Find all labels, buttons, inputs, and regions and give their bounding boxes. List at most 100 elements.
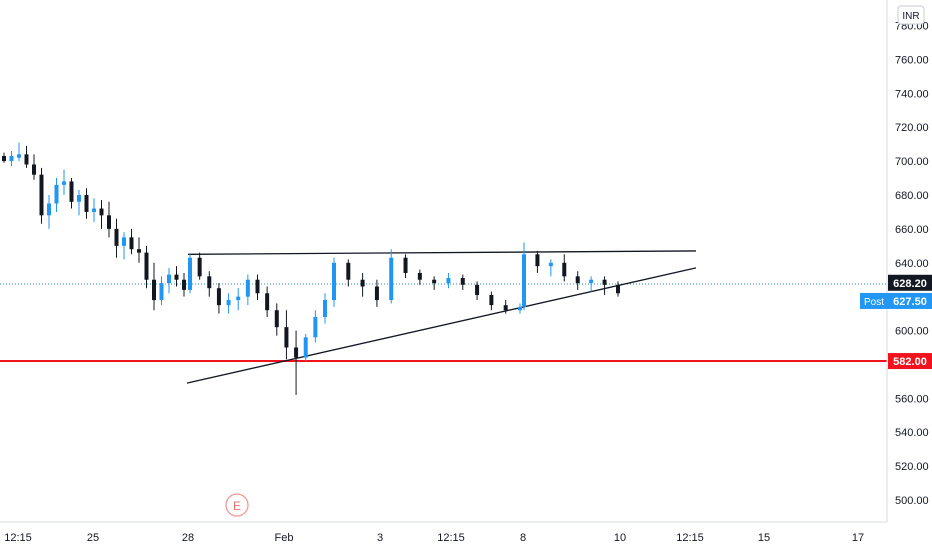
candle — [616, 281, 620, 297]
candle — [9, 150, 14, 167]
price-axis[interactable]: 500.00520.00540.00560.00580.00600.00620.… — [895, 21, 929, 507]
candle — [346, 259, 351, 287]
candle — [417, 269, 422, 285]
candle — [47, 195, 51, 229]
time-tick-label: 10 — [614, 532, 626, 544]
candle — [360, 272, 365, 297]
candle-body — [188, 257, 192, 290]
candle — [2, 152, 6, 163]
price-tick-label: 740.00 — [895, 88, 929, 100]
time-tick-label: 3 — [377, 532, 383, 544]
time-axis[interactable]: 12:15 25 28 Feb 3 12:15 8 10 12:15 15 17 — [4, 532, 864, 544]
candle-body — [562, 262, 567, 277]
price-label-support: 582.00 — [888, 353, 932, 370]
candle-body — [129, 237, 134, 250]
candle — [62, 169, 66, 195]
candle — [54, 178, 59, 212]
time-tick-label: 17 — [852, 532, 864, 544]
candle — [503, 300, 508, 314]
candle-body — [99, 208, 104, 216]
candle-body — [9, 156, 14, 162]
price-label-value: 627.50 — [893, 296, 927, 308]
candle-body — [535, 254, 540, 267]
candle — [475, 281, 480, 301]
candle — [99, 200, 104, 229]
price-tick-label: 540.00 — [895, 427, 929, 439]
candle-body — [446, 278, 451, 284]
candle — [174, 266, 179, 287]
candle — [197, 252, 202, 280]
candle-body — [255, 279, 260, 294]
price-tick-label: 600.00 — [895, 326, 929, 338]
price-tick-label: 520.00 — [895, 461, 929, 473]
candle — [589, 276, 594, 292]
candle-body — [303, 337, 308, 358]
candle-body — [374, 286, 379, 301]
price-label-value: 582.00 — [893, 356, 927, 368]
time-tick-label: 12:15 — [4, 532, 32, 544]
candle — [489, 291, 494, 311]
time-tick-label: Feb — [275, 532, 294, 544]
price-label-last: 628.20 — [888, 274, 932, 291]
candle-body — [17, 154, 21, 158]
candle — [77, 189, 81, 216]
resistance-trendline[interactable] — [187, 250, 697, 255]
candle — [303, 333, 308, 362]
candle-body — [122, 237, 126, 246]
drawing-layer — [0, 250, 887, 384]
candle-body — [77, 195, 81, 202]
candle — [374, 279, 379, 307]
candle-body — [236, 296, 241, 301]
candle-body — [54, 184, 59, 204]
candle — [69, 178, 74, 209]
candle-body — [265, 293, 270, 311]
candle-body — [360, 279, 365, 287]
candle-body — [92, 208, 96, 212]
candle — [432, 276, 437, 290]
candle-body — [323, 300, 327, 317]
candle-body — [207, 276, 212, 289]
candle — [144, 245, 149, 289]
candle-body — [389, 257, 394, 301]
candle — [518, 303, 522, 314]
candle — [39, 167, 44, 224]
candle-body — [107, 215, 111, 229]
price-label-value: 628.20 — [893, 278, 927, 290]
price-tick-label: 760.00 — [895, 54, 929, 66]
price-tick-label: 500.00 — [895, 495, 929, 507]
candle-body — [62, 181, 66, 185]
candle-body — [403, 257, 408, 273]
candle — [32, 154, 36, 180]
candle-body — [216, 288, 221, 306]
time-tick-label: 12:15 — [676, 532, 704, 544]
event-marker-circle — [225, 493, 249, 517]
candle-body — [84, 195, 89, 212]
currency-badge-box — [897, 5, 925, 25]
earnings-event-marker[interactable]: E — [225, 493, 249, 517]
candle-body — [313, 317, 318, 338]
price-tick-label: 640.00 — [895, 258, 929, 270]
currency-badge[interactable]: INR — [897, 5, 925, 25]
candle — [323, 293, 327, 324]
time-tick-label: 28 — [182, 532, 194, 544]
price-label-post: Post 627.50 — [860, 292, 932, 309]
candle — [92, 198, 96, 223]
candle — [167, 267, 171, 294]
candle-body — [503, 305, 508, 311]
candle — [129, 228, 134, 255]
candles-layer — [2, 142, 620, 395]
candle — [84, 188, 89, 219]
candle — [403, 254, 408, 279]
rising-support-trendline[interactable] — [186, 267, 697, 384]
candle-body — [39, 174, 44, 216]
candle — [137, 237, 141, 263]
candle — [226, 293, 231, 314]
candle-body — [602, 279, 607, 285]
candle-body — [417, 272, 422, 280]
candle — [284, 310, 289, 360]
candle — [159, 276, 164, 306]
candle — [389, 249, 394, 304]
candle — [107, 201, 111, 238]
